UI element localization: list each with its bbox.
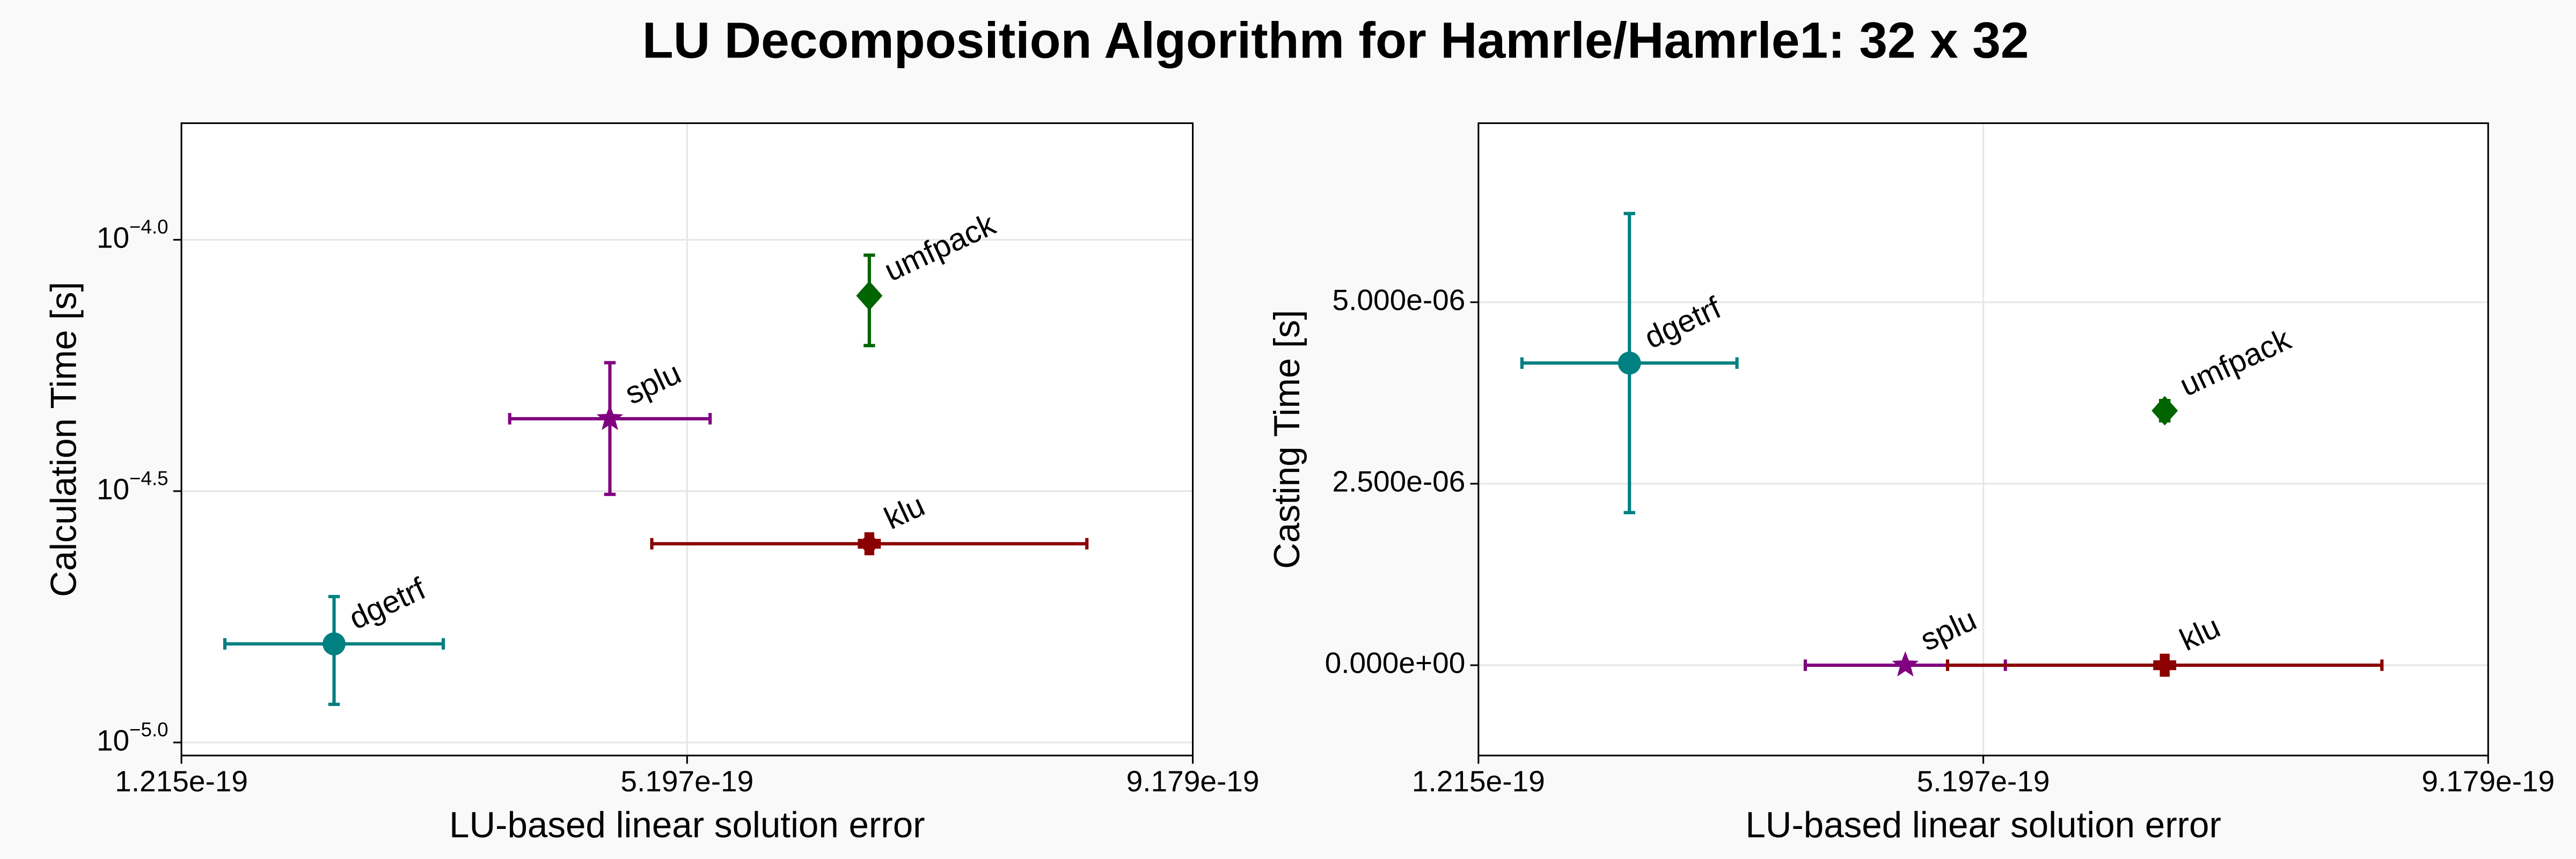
y-tick-label: 2.500e-06 bbox=[1332, 465, 1465, 498]
marker bbox=[858, 532, 881, 556]
y-tick-label: 10−4.0 bbox=[97, 216, 169, 254]
x-tick-label: 9.179e-19 bbox=[1126, 765, 1260, 798]
marker bbox=[1618, 351, 1641, 375]
x-tick-label: 1.215e-19 bbox=[1412, 765, 1545, 798]
tick-base: 10 bbox=[97, 472, 129, 505]
x-axis-label: LU-based linear solution error bbox=[449, 805, 925, 846]
x-tick-label: 5.197e-19 bbox=[620, 765, 753, 798]
x-tick-label: 1.215e-19 bbox=[115, 765, 248, 798]
tick-base: 10 bbox=[97, 724, 129, 757]
marker bbox=[2151, 396, 2178, 426]
tick-exponent: −5.0 bbox=[129, 718, 168, 740]
tick-exponent: −4.5 bbox=[129, 467, 168, 489]
plot-frame bbox=[180, 122, 1194, 756]
figure-title: LU Decomposition Algorithm for Hamrle/Ha… bbox=[642, 12, 2029, 69]
marker bbox=[596, 404, 624, 430]
y-tick-label: 5.000e-06 bbox=[1332, 283, 1465, 316]
tick-exponent: −4.0 bbox=[129, 216, 168, 238]
marker bbox=[323, 632, 346, 656]
y-error-bar bbox=[604, 361, 616, 496]
marker bbox=[2153, 653, 2177, 677]
x-tick-label: 5.197e-19 bbox=[1917, 765, 2050, 798]
x-axis-label: LU-based linear solution error bbox=[1745, 805, 2221, 846]
tick-base: 10 bbox=[97, 221, 129, 254]
y-tick-label: 10−5.0 bbox=[97, 718, 169, 756]
marker bbox=[1892, 651, 1919, 677]
y-axis-label: Calculation Time [s] bbox=[44, 282, 84, 597]
y-tick-label: 0.000e+00 bbox=[1325, 646, 1466, 680]
plot-frame bbox=[1477, 122, 2489, 756]
y-axis-label: Casting Time [s] bbox=[1267, 310, 1307, 569]
x-tick-label: 9.179e-19 bbox=[2421, 765, 2555, 798]
marker bbox=[856, 281, 883, 311]
y-tick-label: 10−4.5 bbox=[97, 467, 169, 505]
